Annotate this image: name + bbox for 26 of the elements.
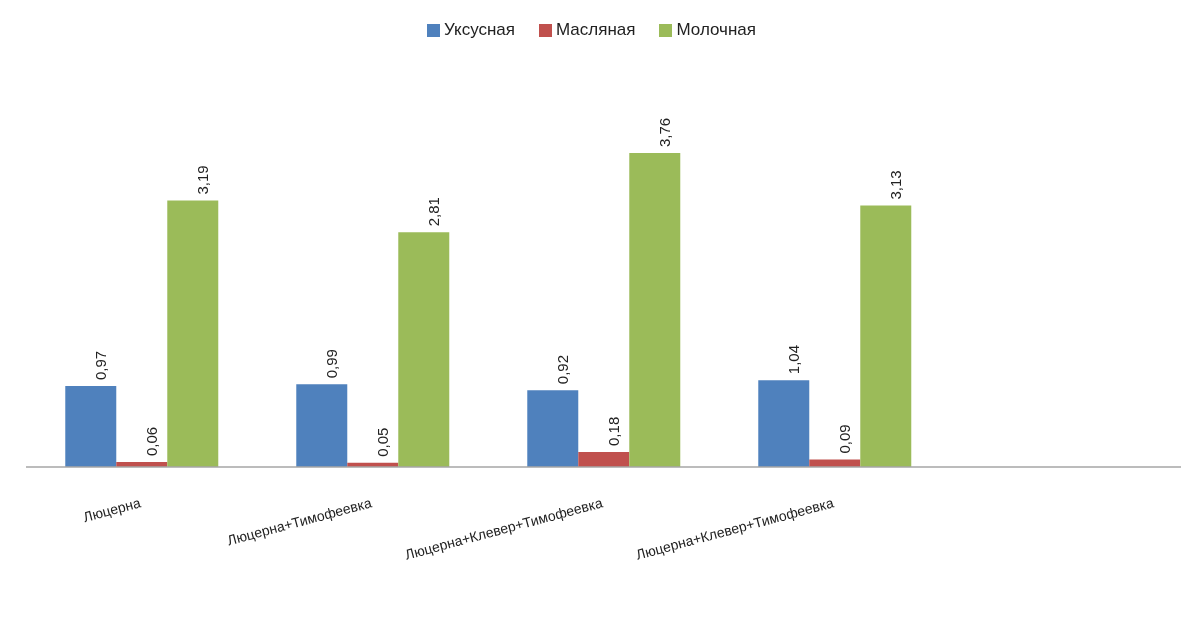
data-label: 0,99 [323,349,341,379]
bar [629,153,681,467]
data-label: 0,05 [374,427,392,457]
bar [860,205,912,467]
data-label: 0,09 [836,424,854,454]
data-label: 0,18 [605,416,623,446]
data-label: 0,97 [92,350,110,380]
bar [809,459,861,467]
data-label: 2,81 [425,197,443,227]
legend-label: Молочная [676,20,757,39]
data-label: 3,19 [194,165,212,195]
data-label: 3,76 [656,117,674,147]
bar [65,385,117,467]
bar [578,451,630,467]
bar [296,384,348,467]
data-label: 0,06 [143,426,161,456]
legend-label: Масляная [556,20,636,39]
data-label: 1,04 [785,344,803,375]
bar [758,380,810,467]
legend-label: Уксусная [443,20,515,39]
data-label: 3,13 [887,170,905,200]
data-label: 0,92 [554,354,572,385]
bar [527,390,579,467]
bar [167,200,219,467]
bar [398,232,450,467]
x-tick-label: Люцерна [81,494,143,526]
